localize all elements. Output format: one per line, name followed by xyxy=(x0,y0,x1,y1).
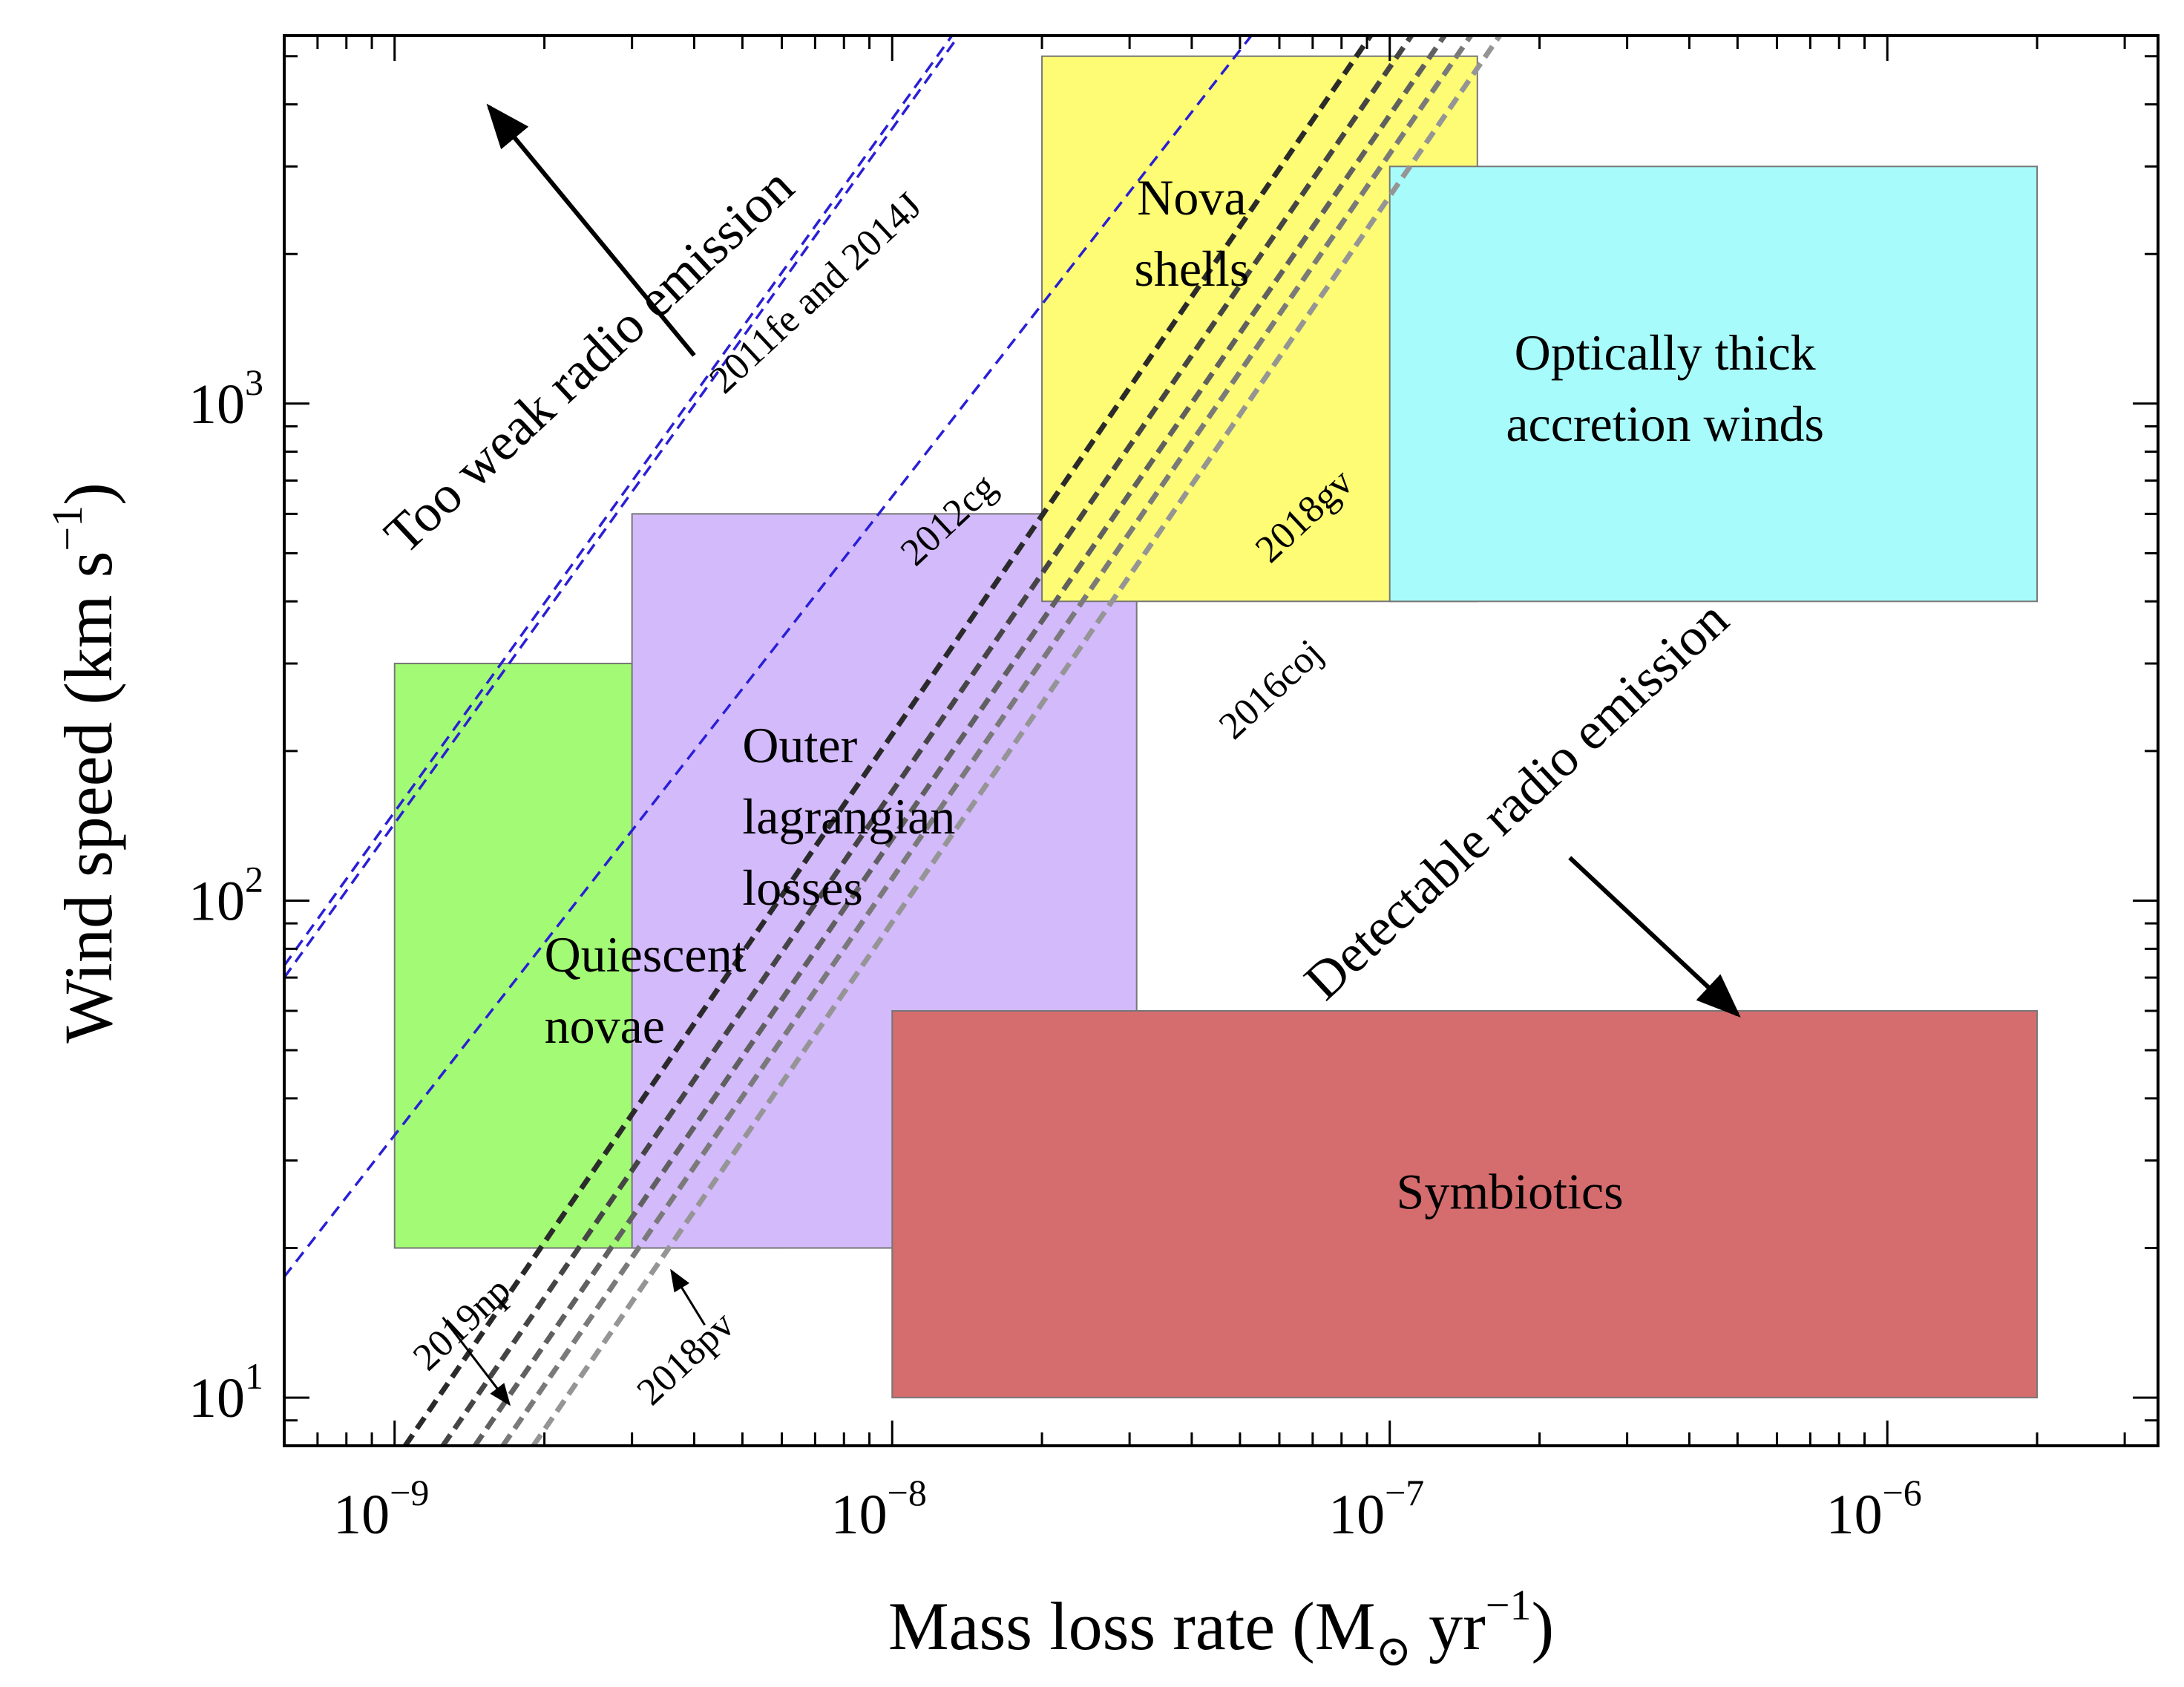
line-label-2019np: 2019np xyxy=(405,1269,519,1379)
line-label-2016coj: 2016coj xyxy=(1211,632,1331,747)
y-axis-label: Wind speed (km s−1) xyxy=(43,482,126,1044)
series-line-2018gv xyxy=(440,36,1415,1446)
x-tick-label: 10−9 xyxy=(333,1472,429,1546)
region-label-outer-lagrangian-losses: Outer lagrangian losses xyxy=(742,717,955,916)
region-label-line: accretion winds xyxy=(1506,396,1824,452)
pointer-arrow-2019np xyxy=(442,1317,511,1406)
series-line-2012cg xyxy=(284,36,1253,1278)
region-label-optically-thick-accretion-winds: Optically thick accretion winds xyxy=(1506,324,1824,452)
zone-arrow-too-weak-radio-emission xyxy=(486,103,696,357)
series-line-2014j xyxy=(284,36,954,967)
region-label-line: lagrangian xyxy=(742,788,955,845)
axes-layer: 10−9 10−8 10−7 10−6 101 102 103 Mass loss rate … xyxy=(43,34,2160,1675)
x-axis-label: Mass loss rate (M⊙ yr−1) xyxy=(888,1581,1554,1675)
series-line-2018pv xyxy=(473,36,1448,1446)
region-label-line: shells xyxy=(1134,240,1249,297)
y-tick-label: 101 xyxy=(188,1355,263,1429)
series-layer xyxy=(284,36,1503,1446)
region-label-line: Quiescent xyxy=(545,926,747,983)
region-label-line: Nova xyxy=(1137,169,1246,226)
region-optically-thick-accretion-winds xyxy=(1388,166,2039,603)
plot-frame xyxy=(283,34,2160,1447)
region-label-line: Symbiotics xyxy=(1397,1163,1624,1219)
y-tick-label: 103 xyxy=(188,361,263,436)
region-label-nova-shells: Nova shells xyxy=(1134,169,1249,297)
line-label-2018pv: 2018pv xyxy=(629,1303,743,1413)
x-tick-label: 10−7 xyxy=(1328,1472,1424,1546)
region-label-line: novae xyxy=(545,998,665,1054)
x-tick-label: 10−8 xyxy=(831,1472,927,1546)
pointer-arrow-2018pv xyxy=(670,1268,706,1326)
y-tick-label: 102 xyxy=(188,858,263,932)
series-line-series-4 xyxy=(500,36,1475,1446)
x-tick-label: 10−6 xyxy=(1826,1472,1922,1546)
region-label-quiescent-novae: Quiescent novae xyxy=(545,926,747,1054)
region-label-line: losses xyxy=(742,859,862,916)
region-label-line: Outer xyxy=(742,717,857,773)
zone-label-detectable-radio-emission: Detectable radio emission xyxy=(1293,589,1739,1011)
region-label-line: Optically thick xyxy=(1515,324,1816,381)
region-label-symbiotics: Symbiotics xyxy=(1397,1163,1624,1219)
regions-layer xyxy=(393,55,2039,1399)
series-line-2019np xyxy=(403,36,1374,1446)
series-line-2016coj xyxy=(531,36,1503,1446)
region-symbiotics xyxy=(891,1010,2039,1399)
series-line-2011fe xyxy=(284,36,961,979)
zone-arrow-detectable-radio-emission xyxy=(1568,856,1741,1018)
